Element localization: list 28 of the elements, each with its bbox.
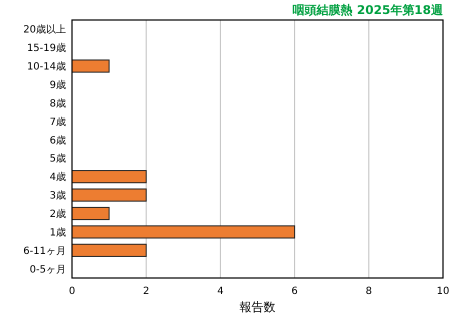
x-tick-label: 2 bbox=[143, 286, 150, 297]
y-tick-label: 6歳 bbox=[50, 134, 66, 146]
y-tick-label: 7歳 bbox=[50, 116, 66, 128]
y-tick-label: 1歳 bbox=[50, 226, 66, 238]
y-tick-label: 6-11ヶ月 bbox=[23, 246, 66, 257]
y-tick-label: 2歳 bbox=[50, 208, 66, 220]
chart-title: 咽頭結膜熱 2025年第18週 bbox=[292, 3, 444, 17]
x-tick-label: 8 bbox=[366, 286, 372, 297]
bar bbox=[72, 59, 110, 73]
bar bbox=[72, 206, 110, 220]
x-tick-label: 4 bbox=[217, 286, 224, 297]
y-tick-label: 0-5ヶ月 bbox=[30, 264, 66, 276]
y-tick-label: 4歳 bbox=[50, 171, 66, 184]
y-tick-label: 8歳 bbox=[50, 97, 66, 110]
bar bbox=[72, 225, 296, 239]
y-tick-label: 3歳 bbox=[50, 190, 66, 202]
bar bbox=[72, 188, 147, 202]
y-tick-label: 5歳 bbox=[50, 152, 66, 165]
x-tick-label: 10 bbox=[436, 286, 450, 297]
x-tick-label: 0 bbox=[68, 286, 76, 297]
x-tick-label: 6 bbox=[291, 286, 298, 297]
y-tick-label: 15-19歳 bbox=[26, 42, 66, 54]
bar bbox=[72, 244, 147, 257]
y-tick-label: 10-14歳 bbox=[26, 60, 66, 73]
y-tick-label: 9歳 bbox=[50, 79, 66, 91]
bar bbox=[72, 170, 147, 184]
y-tick-label: 20歳以上 bbox=[23, 24, 66, 36]
x-axis-title: 報告数 bbox=[240, 300, 276, 314]
